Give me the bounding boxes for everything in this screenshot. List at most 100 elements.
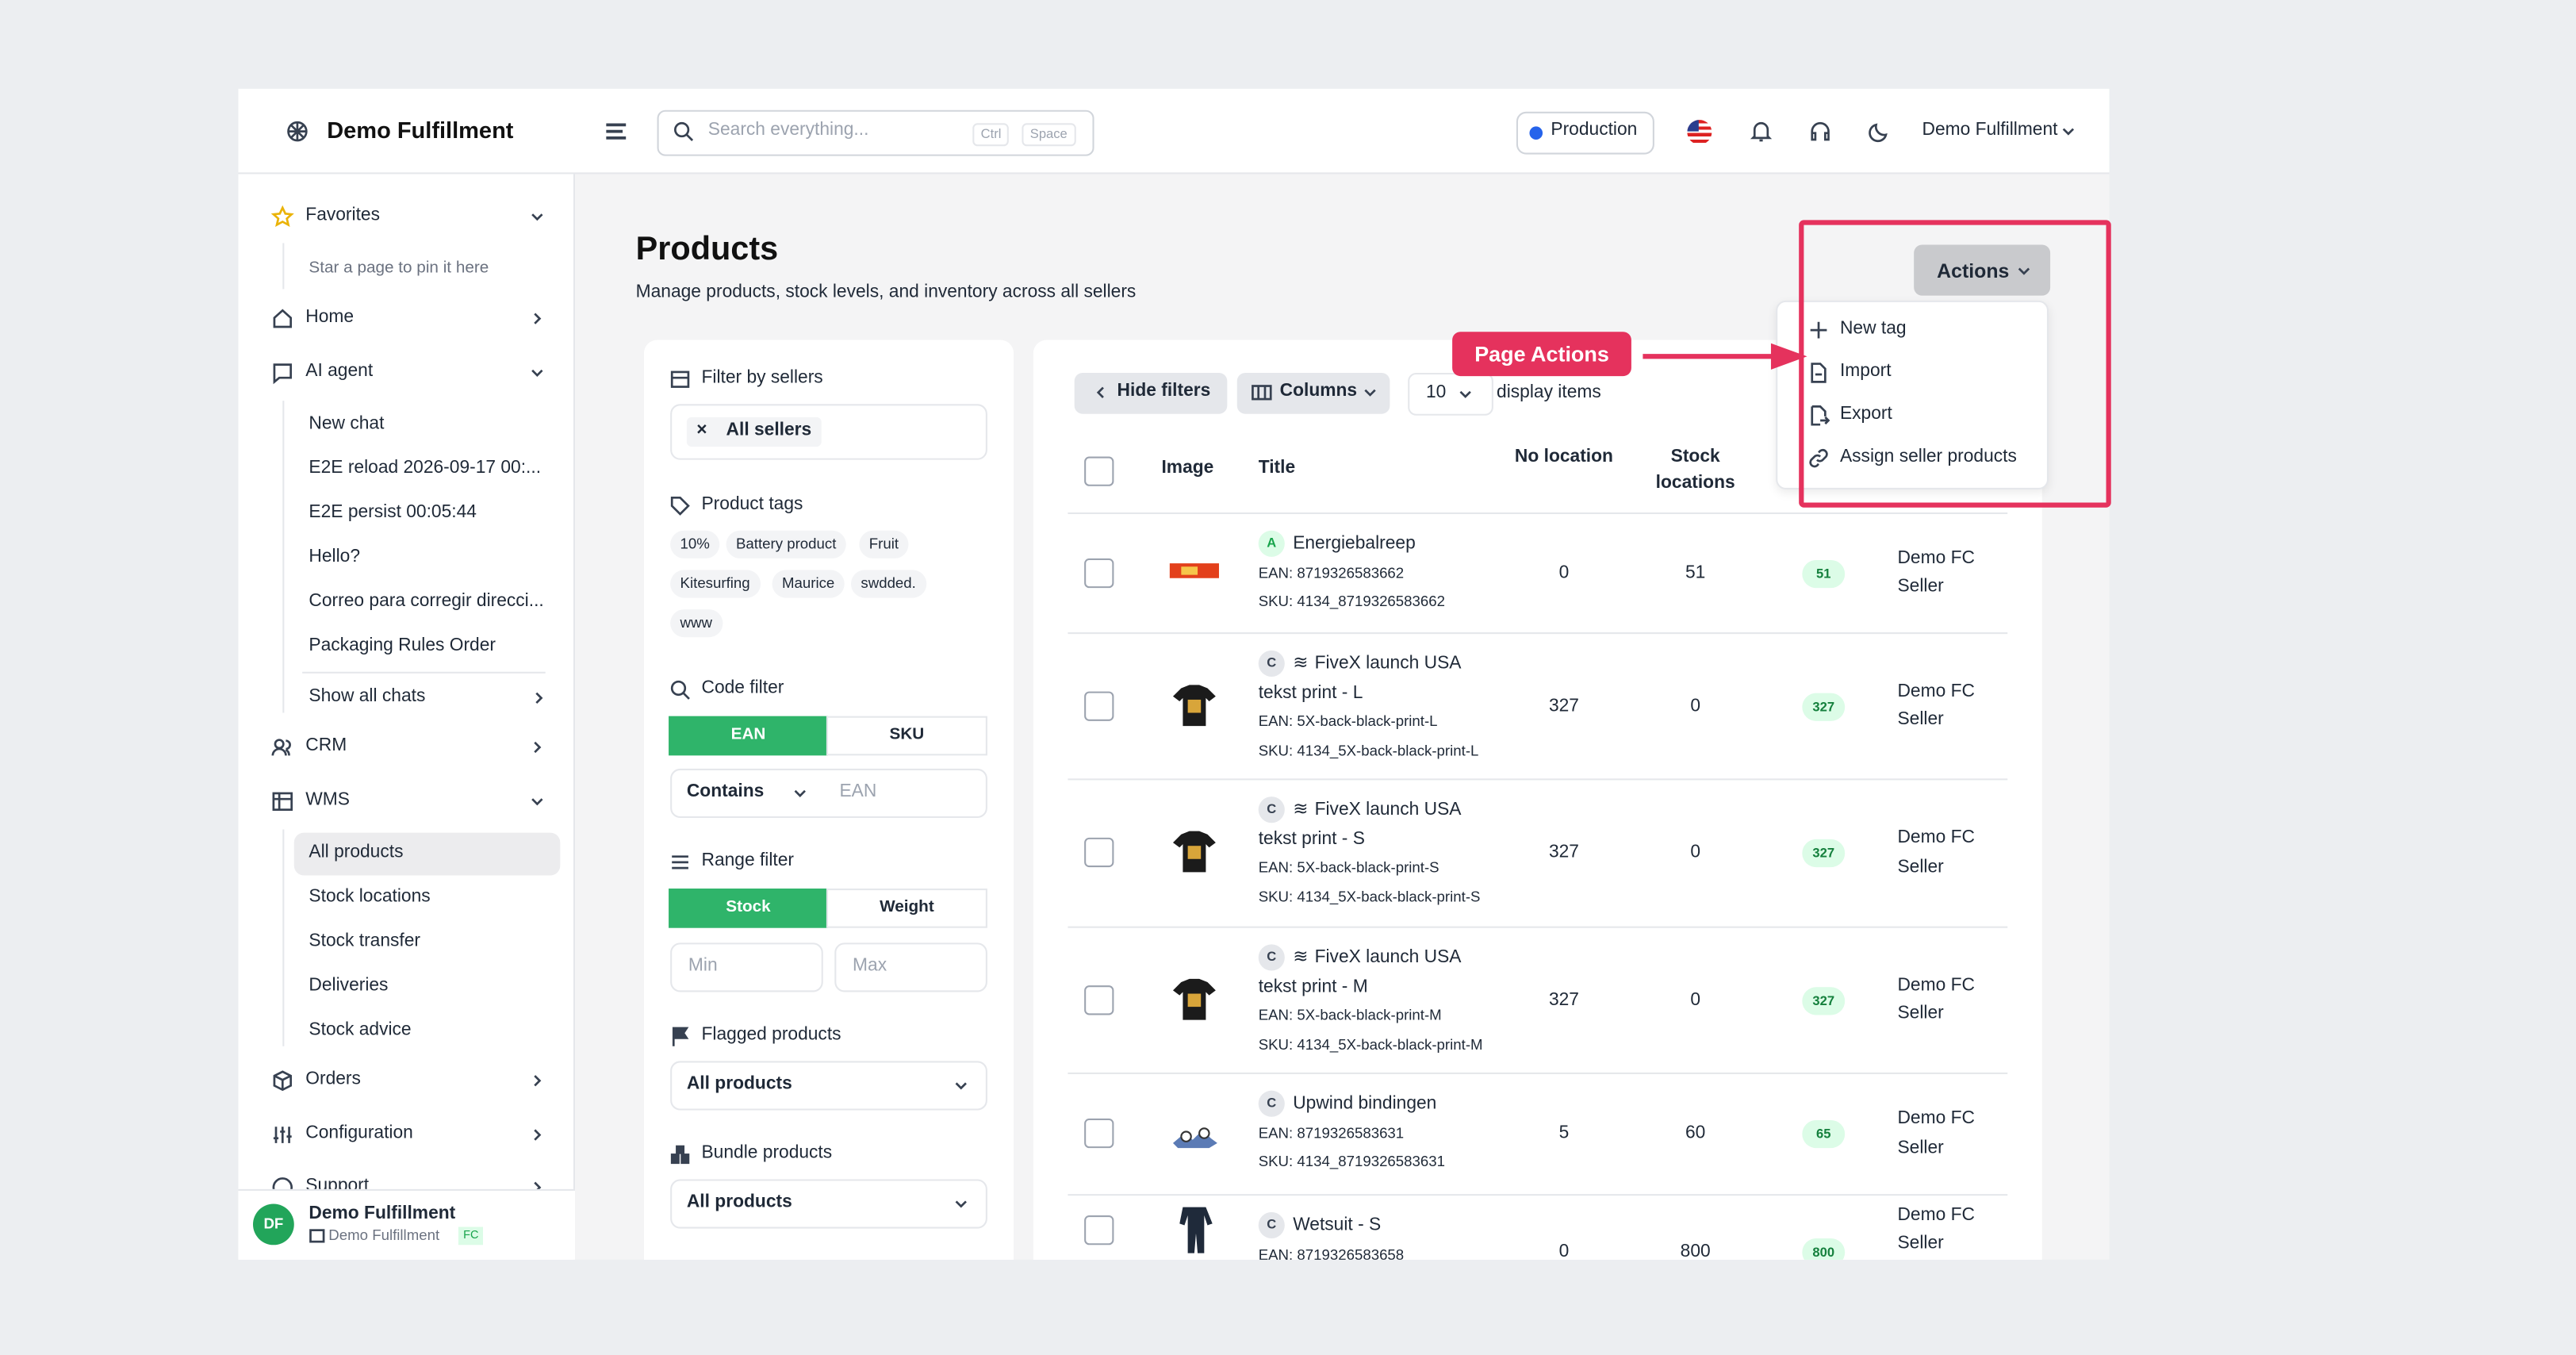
stock-locations: 0 bbox=[1690, 843, 1701, 862]
chat-item[interactable]: E2E persist 00:05:44 bbox=[309, 503, 477, 523]
title-cell: C Wetsuit - S EAN: 8719326583658 bbox=[1258, 1212, 1481, 1260]
toggle-active[interactable]: EAN bbox=[669, 716, 828, 756]
chevron bbox=[1089, 381, 1112, 404]
nav-item[interactable]: AI agent bbox=[305, 362, 374, 382]
tag-chip[interactable]: Battery product bbox=[726, 529, 846, 558]
icon-part bbox=[670, 1145, 690, 1165]
toggle-active[interactable]: Stock bbox=[669, 889, 828, 928]
toggle-option[interactable]: Weight bbox=[826, 889, 987, 928]
product-sku: SKU: 4134_5X-back-black-print-M bbox=[1258, 1035, 1483, 1053]
menu-item[interactable]: Assign seller products bbox=[1839, 447, 2017, 467]
page-size-select[interactable] bbox=[1408, 372, 1493, 416]
wms-item[interactable]: All products bbox=[309, 843, 404, 863]
filter-label: Product tags bbox=[701, 494, 803, 515]
icon-part bbox=[274, 739, 285, 750]
account-menu[interactable]: Demo Fulfillment bbox=[1922, 120, 2058, 140]
product-title[interactable]: Energiebalreep bbox=[1293, 533, 1416, 554]
range-input[interactable] bbox=[670, 942, 823, 992]
chevron bbox=[2012, 259, 2035, 282]
tag-chip[interactable]: www bbox=[670, 608, 723, 637]
page-subtitle: Manage products, stock levels, and inven… bbox=[635, 282, 1137, 303]
tag-chip[interactable]: Fruit bbox=[859, 529, 909, 558]
wms-item[interactable]: Stock advice bbox=[309, 1020, 412, 1041]
nav-item[interactable]: Orders bbox=[305, 1069, 361, 1090]
icon-part bbox=[676, 1145, 685, 1154]
nav-item[interactable]: WMS bbox=[305, 790, 350, 811]
stock-locations: 60 bbox=[1685, 1123, 1706, 1143]
flag-us[interactable] bbox=[1687, 120, 1712, 145]
row-checkbox[interactable] bbox=[1084, 837, 1114, 868]
chat-item[interactable]: E2E reload 2026-09-17 00:... bbox=[309, 459, 542, 479]
stock-locations: 0 bbox=[1690, 695, 1701, 716]
sellers-box[interactable] bbox=[670, 404, 987, 460]
nav-icon bbox=[271, 361, 294, 385]
product-sku: SKU: 4134_8719326583631 bbox=[1258, 1153, 1446, 1170]
nav-icon bbox=[271, 1123, 294, 1146]
select[interactable] bbox=[670, 1179, 987, 1229]
nav-item[interactable]: CRM bbox=[305, 736, 347, 756]
wms-item[interactable]: Stock locations bbox=[309, 887, 431, 908]
seller: Demo FC Seller bbox=[1897, 974, 1975, 1023]
wms-item[interactable]: Deliveries bbox=[309, 976, 389, 996]
icon-part bbox=[288, 122, 307, 141]
row-checkbox[interactable] bbox=[1084, 1214, 1114, 1245]
menu-item[interactable]: Import bbox=[1839, 362, 1892, 382]
tag-chip[interactable]: Kitesurfing bbox=[670, 569, 761, 597]
row-checkbox[interactable] bbox=[1084, 985, 1114, 1015]
row-checkbox[interactable] bbox=[1084, 690, 1114, 720]
icon-part bbox=[1181, 566, 1198, 574]
icon-part bbox=[270, 205, 294, 228]
product-title[interactable]: FiveX launch USA tekst print - L bbox=[1258, 653, 1461, 703]
product-title[interactable]: Upwind bindingen bbox=[1293, 1093, 1437, 1114]
icon-part bbox=[1810, 321, 1827, 339]
row-checkbox[interactable] bbox=[1084, 456, 1114, 486]
nav-item[interactable]: Favorites bbox=[305, 205, 381, 226]
bundle-icon: ≋ bbox=[1293, 947, 1309, 968]
row-checkbox[interactable] bbox=[1084, 1118, 1114, 1149]
select[interactable] bbox=[670, 1061, 987, 1111]
icon-part bbox=[534, 741, 542, 754]
icon-part bbox=[1187, 846, 1202, 859]
nav-item[interactable]: Home bbox=[305, 307, 355, 328]
menu-item[interactable]: New tag bbox=[1839, 319, 1907, 340]
stock-locations: 0 bbox=[1690, 989, 1701, 1010]
product-title[interactable]: FiveX launch USA tekst print - S bbox=[1258, 800, 1461, 849]
search-box[interactable] bbox=[657, 109, 1094, 156]
icon-part bbox=[1869, 123, 1888, 143]
show-all-chats[interactable]: Show all chats bbox=[309, 687, 426, 707]
notifications bbox=[1750, 120, 1773, 143]
range-placeholder: Max bbox=[853, 956, 887, 977]
icon-part bbox=[1179, 1206, 1213, 1253]
columns-icon bbox=[1250, 381, 1273, 404]
no-location: 0 bbox=[1558, 562, 1570, 582]
bundle-icon: ≋ bbox=[1293, 653, 1309, 674]
nav-item[interactable]: Configuration bbox=[305, 1123, 413, 1144]
product-title[interactable]: FiveX launch USA tekst print - M bbox=[1258, 947, 1461, 996]
match-select[interactable] bbox=[670, 768, 987, 819]
product-title[interactable]: Wetsuit - S bbox=[1293, 1215, 1382, 1235]
icon-part bbox=[271, 739, 291, 756]
type-badge: C bbox=[1258, 796, 1285, 823]
product-image bbox=[1172, 831, 1216, 873]
wms-item[interactable]: Stock transfer bbox=[309, 931, 420, 952]
chat-item[interactable]: Correo para corregir direcci... bbox=[309, 591, 544, 612]
toggle-option[interactable]: SKU bbox=[826, 716, 987, 756]
menu-item[interactable]: Export bbox=[1839, 404, 1892, 424]
icon-part bbox=[534, 1129, 542, 1141]
icon-part bbox=[309, 1229, 325, 1243]
icon-part bbox=[672, 1027, 689, 1046]
chat-item[interactable]: Packaging Rules Order bbox=[309, 635, 496, 656]
tag-chip[interactable]: swdded. bbox=[850, 569, 926, 597]
tag-chip[interactable]: 10% bbox=[670, 529, 720, 558]
product-ean: EAN: 8719326583658 bbox=[1258, 1246, 1405, 1260]
range-input[interactable] bbox=[834, 942, 987, 992]
icon-part bbox=[531, 798, 543, 806]
tag-chip[interactable]: Maurice bbox=[772, 569, 845, 597]
columns-btn[interactable] bbox=[1236, 372, 1390, 414]
shortcut-key: Ctrl bbox=[972, 123, 1010, 147]
actions-label: Actions bbox=[1937, 259, 2010, 282]
row-checkbox[interactable] bbox=[1084, 557, 1114, 588]
chat-item[interactable]: Hello? bbox=[309, 547, 361, 567]
chat-item[interactable]: New chat bbox=[309, 414, 385, 435]
